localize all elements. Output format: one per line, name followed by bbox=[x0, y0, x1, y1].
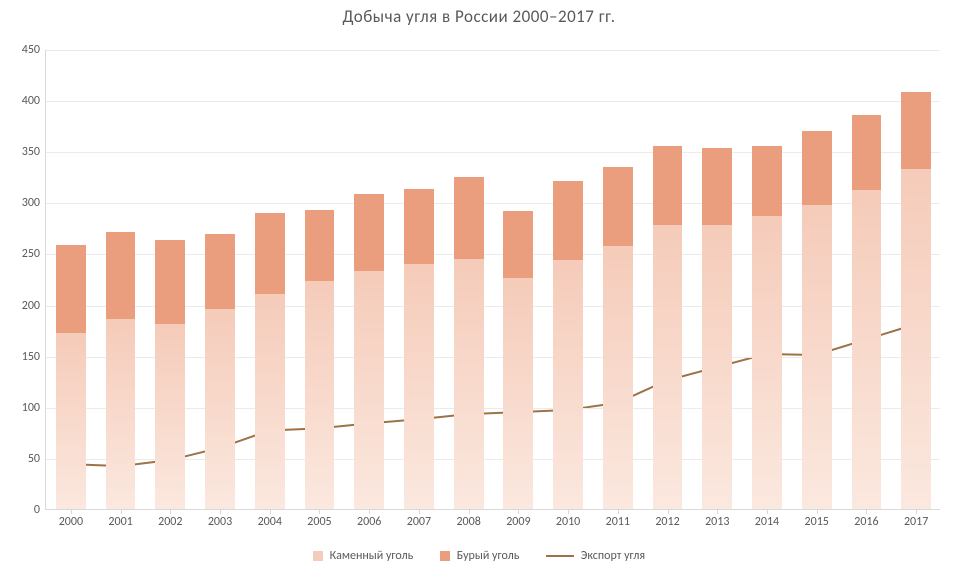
bar-hard-coal bbox=[56, 333, 86, 509]
x-tick-label: 2011 bbox=[606, 515, 630, 529]
x-tick-label: 2010 bbox=[556, 515, 580, 529]
bar-hard-coal bbox=[553, 260, 583, 509]
x-tick bbox=[817, 509, 818, 514]
bar-hard-coal bbox=[404, 264, 434, 509]
x-tick-label: 2017 bbox=[904, 515, 928, 529]
bar-brown-coal bbox=[205, 234, 235, 309]
x-tick bbox=[568, 509, 569, 514]
chart-title: Добыча угля в России 2000–2017 гг. bbox=[0, 6, 958, 27]
x-tick bbox=[71, 509, 72, 514]
x-tick-label: 2012 bbox=[655, 515, 679, 529]
x-tick-label: 2001 bbox=[108, 515, 132, 529]
x-tick-label: 2008 bbox=[456, 515, 480, 529]
plot-area: 0501001502002503003504004502000200120022… bbox=[45, 50, 940, 510]
y-tick-label: 250 bbox=[22, 247, 40, 261]
bar-brown-coal bbox=[354, 194, 384, 271]
x-tick-label: 2015 bbox=[805, 515, 829, 529]
y-tick-label: 400 bbox=[22, 94, 40, 108]
x-tick bbox=[369, 509, 370, 514]
bar-hard-coal bbox=[702, 225, 732, 509]
bar-hard-coal bbox=[802, 205, 832, 509]
bar-brown-coal bbox=[155, 240, 185, 324]
legend-line-export bbox=[546, 555, 574, 557]
bar-brown-coal bbox=[653, 146, 683, 225]
bar-hard-coal bbox=[653, 225, 683, 509]
bar-brown-coal bbox=[255, 213, 285, 295]
x-tick bbox=[767, 509, 768, 514]
legend-item-export: Экспорт угля bbox=[546, 549, 645, 563]
x-tick-label: 2016 bbox=[854, 515, 878, 529]
chart-container: Добыча угля в России 2000–2017 гг. 05010… bbox=[0, 0, 958, 569]
gridline bbox=[46, 101, 940, 102]
legend: Каменный уголь Бурый уголь Экспорт угля bbox=[0, 549, 958, 563]
bar-hard-coal bbox=[752, 216, 782, 509]
y-tick-label: 450 bbox=[22, 43, 40, 57]
bar-brown-coal bbox=[503, 211, 533, 278]
x-tick bbox=[319, 509, 320, 514]
x-tick-label: 2005 bbox=[307, 515, 331, 529]
bar-brown-coal bbox=[702, 148, 732, 225]
legend-label-brown-coal: Бурый уголь bbox=[457, 549, 520, 563]
bar-hard-coal bbox=[205, 309, 235, 509]
bar-brown-coal bbox=[802, 131, 832, 206]
y-tick-label: 0 bbox=[34, 503, 40, 517]
bar-brown-coal bbox=[852, 115, 882, 190]
x-tick-label: 2002 bbox=[158, 515, 182, 529]
bar-hard-coal bbox=[503, 278, 533, 509]
x-tick bbox=[170, 509, 171, 514]
bar-brown-coal bbox=[404, 189, 434, 264]
bar-brown-coal bbox=[106, 232, 136, 319]
x-tick bbox=[469, 509, 470, 514]
bar-hard-coal bbox=[305, 281, 335, 509]
x-tick-label: 2007 bbox=[407, 515, 431, 529]
x-tick bbox=[668, 509, 669, 514]
legend-swatch-brown-coal bbox=[440, 551, 450, 561]
x-tick bbox=[270, 509, 271, 514]
legend-item-brown-coal: Бурый уголь bbox=[440, 549, 519, 563]
legend-swatch-hard-coal bbox=[313, 551, 323, 561]
x-tick bbox=[518, 509, 519, 514]
bar-brown-coal bbox=[553, 181, 583, 260]
bar-hard-coal bbox=[155, 324, 185, 509]
x-tick bbox=[121, 509, 122, 514]
x-tick-label: 2000 bbox=[59, 515, 83, 529]
bar-hard-coal bbox=[603, 246, 633, 509]
x-tick-label: 2013 bbox=[705, 515, 729, 529]
x-tick bbox=[419, 509, 420, 514]
y-tick-label: 50 bbox=[28, 452, 40, 466]
y-tick-label: 300 bbox=[22, 196, 40, 210]
bar-hard-coal bbox=[106, 319, 136, 509]
x-tick-label: 2014 bbox=[755, 515, 779, 529]
legend-label-hard-coal: Каменный уголь bbox=[330, 549, 414, 563]
x-tick bbox=[220, 509, 221, 514]
y-tick-label: 100 bbox=[22, 401, 40, 415]
x-tick bbox=[717, 509, 718, 514]
legend-label-export: Экспорт угля bbox=[581, 549, 645, 563]
bar-hard-coal bbox=[454, 259, 484, 509]
bar-hard-coal bbox=[255, 294, 285, 509]
bar-brown-coal bbox=[454, 177, 484, 259]
bar-brown-coal bbox=[305, 210, 335, 282]
y-tick-label: 350 bbox=[22, 145, 40, 159]
bar-brown-coal bbox=[901, 92, 931, 169]
x-tick-label: 2009 bbox=[506, 515, 530, 529]
legend-item-hard-coal: Каменный уголь bbox=[313, 549, 413, 563]
x-tick-label: 2003 bbox=[208, 515, 232, 529]
bar-brown-coal bbox=[603, 167, 633, 247]
gridline bbox=[46, 50, 940, 51]
x-tick bbox=[866, 509, 867, 514]
y-tick-label: 200 bbox=[22, 299, 40, 313]
x-tick-label: 2004 bbox=[258, 515, 282, 529]
bar-hard-coal bbox=[901, 169, 931, 509]
y-tick-label: 150 bbox=[22, 350, 40, 364]
bar-brown-coal bbox=[56, 245, 86, 333]
x-tick bbox=[618, 509, 619, 514]
x-tick bbox=[916, 509, 917, 514]
bar-hard-coal bbox=[852, 190, 882, 509]
bar-hard-coal bbox=[354, 271, 384, 509]
x-tick-label: 2006 bbox=[357, 515, 381, 529]
bar-brown-coal bbox=[752, 146, 782, 216]
